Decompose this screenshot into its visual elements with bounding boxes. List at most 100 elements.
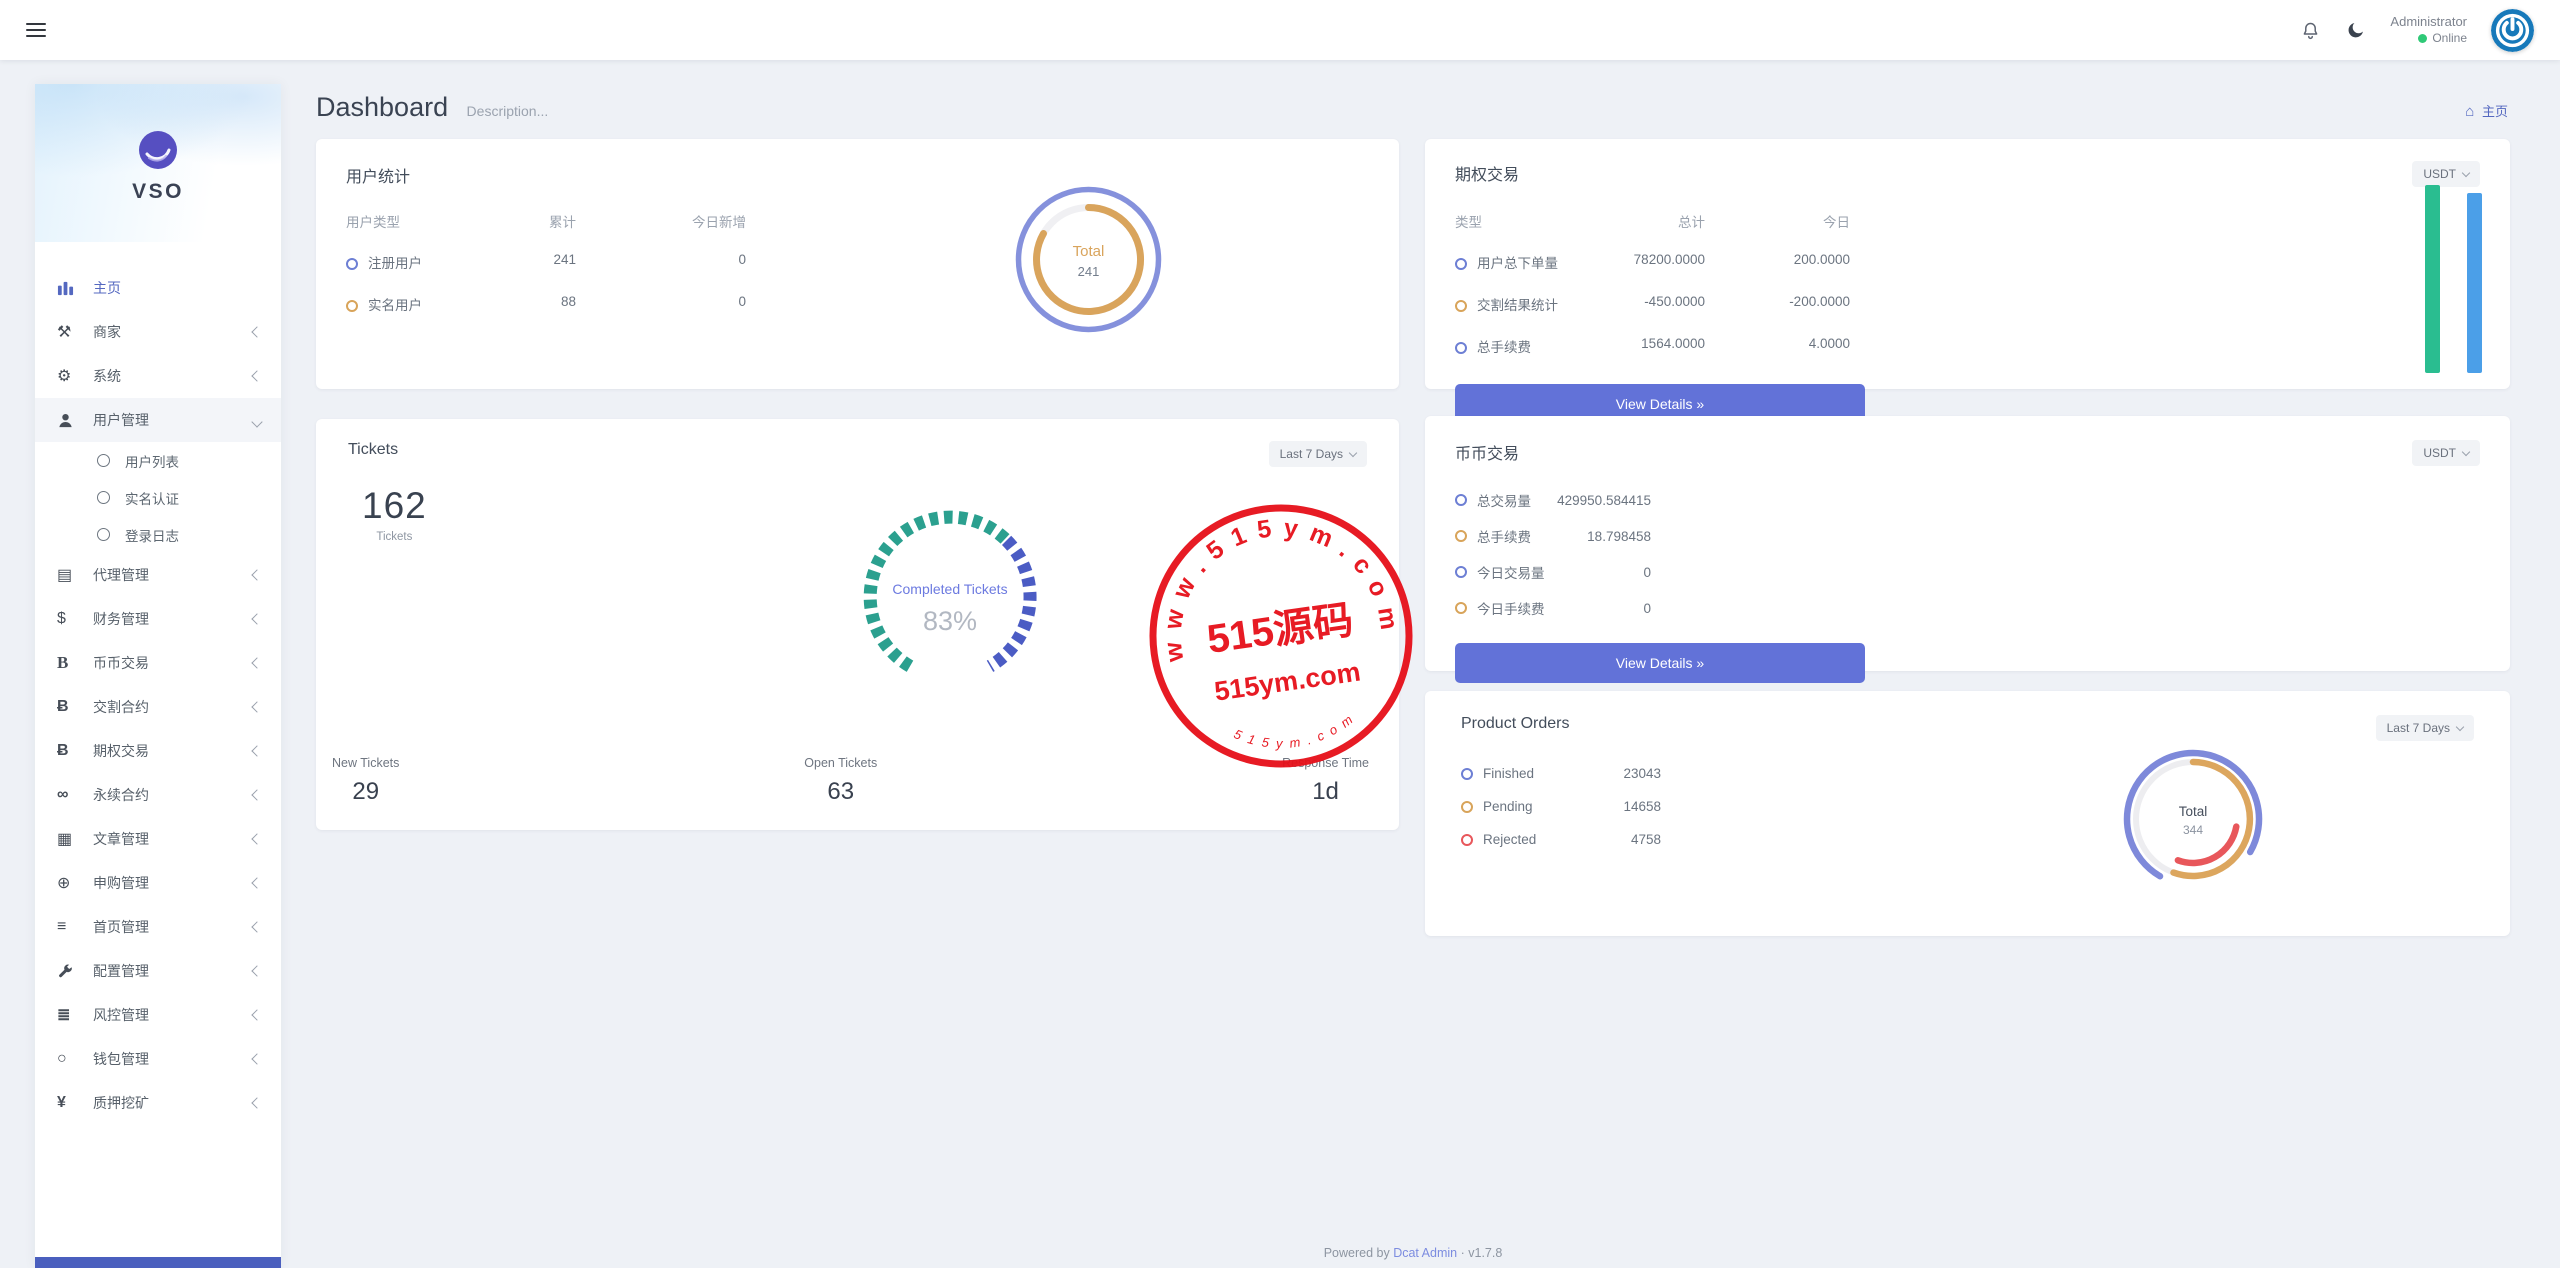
- chevron-left-icon: [251, 789, 263, 801]
- user-stats-table: 用户类型 累计 今日新增 注册用户 241 0 实名用户 88 0: [346, 201, 1369, 325]
- sidebar-item-finance-management[interactable]: $ 财务管理: [35, 597, 281, 641]
- table-cell: -200.0000: [1789, 294, 1850, 309]
- sidebar-item-perpetual-contract[interactable]: ∞ 永续合约: [35, 773, 281, 817]
- bar-blue: [2467, 193, 2482, 373]
- chevron-down-icon: [2461, 447, 2471, 456]
- svg-text:Total: Total: [1073, 243, 1105, 260]
- options-trading-card: 期权交易 USDT 类型 总计 今日 用户总下单量 78200.0000 200…: [1425, 139, 2510, 424]
- column-header: 用户类型: [346, 215, 400, 230]
- sidebar-item-options-trading[interactable]: Ƀ 期权交易: [35, 729, 281, 773]
- column-header: 今日新增: [692, 215, 746, 230]
- footer-separator: ·: [1460, 1246, 1465, 1260]
- chevron-left-icon: [251, 370, 263, 382]
- page-subtitle: Description...: [466, 103, 549, 119]
- ring-marker-blue: [1461, 767, 1473, 780]
- table-cell: 88: [560, 294, 576, 309]
- sidebar-item-config-management[interactable]: 配置管理: [35, 949, 281, 993]
- sidebar-item-subscription-management[interactable]: ⊕ 申购管理: [35, 861, 281, 905]
- chevron-down-icon: [251, 416, 263, 428]
- product-orders-rows: Finished 23043 Pending 14658 Rejected 4758: [1461, 757, 2474, 856]
- table-cell: 241: [553, 252, 576, 267]
- svg-text:83%: 83%: [923, 606, 977, 636]
- chart-bars-icon: [57, 280, 93, 297]
- sidebar-item-login-log[interactable]: 登录日志: [35, 516, 281, 553]
- footer: Powered by Dcat Admin · v1.7.8: [316, 1246, 2510, 1260]
- sidebar-item-coin-trading[interactable]: B 币币交易: [35, 641, 281, 685]
- wrench-icon: [57, 963, 93, 980]
- sidebar-item-system[interactable]: ⚙ 系统: [35, 354, 281, 398]
- tickets-total: 162 Tickets: [362, 485, 427, 543]
- sidebar-item-homepage-management[interactable]: ≡ 首页管理: [35, 905, 281, 949]
- sidebar-item-risk-management[interactable]: ≣ 风控管理: [35, 993, 281, 1037]
- table-row-label: 用户总下单量: [1455, 241, 1605, 283]
- currency-dropdown[interactable]: USDT: [2412, 161, 2480, 187]
- sidebar-item-user-list[interactable]: 用户列表: [35, 442, 281, 479]
- user-total-donut-chart: Total 241: [1015, 186, 1162, 333]
- user-stats-card: 用户统计 用户类型 累计 今日新增 注册用户 241 0 实名用户 88 0: [316, 139, 1399, 389]
- breadcrumb[interactable]: ⌂ 主页: [2465, 101, 2508, 120]
- sidebar-item-staking-mining[interactable]: ¥ 质押挖矿: [35, 1081, 281, 1125]
- sidebar-logo-area: VSO: [35, 84, 281, 242]
- sidebar-item-user-management[interactable]: 用户管理: [35, 398, 281, 442]
- chevron-left-icon: [251, 701, 263, 713]
- list-item: Pending 14658: [1461, 790, 1661, 823]
- yen-icon: ¥: [57, 1094, 66, 1111]
- chevron-left-icon: [251, 613, 263, 625]
- ring-marker-orange: [346, 300, 358, 312]
- logo-text: VSO: [132, 180, 184, 203]
- tickets-card: Tickets Last 7 Days 162 Tickets Complete…: [316, 419, 1399, 830]
- column-header: 类型: [1455, 215, 1482, 230]
- open-tickets-stat: Open Tickets 63: [804, 756, 878, 805]
- ring-marker-red: [1461, 833, 1473, 846]
- sidebar-item-wallet-management[interactable]: ○ 钱包管理: [35, 1037, 281, 1081]
- ring-marker-blue: [1455, 494, 1467, 506]
- content-header: Dashboard Description... ⌂ 主页: [316, 60, 2510, 123]
- sidebar-item-agent-management[interactable]: ▤ 代理管理: [35, 553, 281, 597]
- options-trading-table: 类型 总计 今日 用户总下单量 78200.0000 200.0000 交割结果…: [1455, 201, 2480, 367]
- card-title: 期权交易: [1455, 167, 1520, 184]
- bar-green: [2425, 185, 2440, 373]
- card-title: 币币交易: [1455, 446, 1520, 463]
- home-icon: ⌂: [2465, 103, 2475, 120]
- menu-toggle-icon[interactable]: [26, 19, 46, 41]
- sidebar-item-delivery-contract[interactable]: Ƀ 交割合约: [35, 685, 281, 729]
- date-range-dropdown[interactable]: Last 7 Days: [1268, 441, 1367, 467]
- tickets-stats-row: New Tickets 29 Open Tickets 63 Response …: [332, 756, 1369, 806]
- chevron-left-icon: [251, 877, 263, 889]
- circle-icon: [97, 454, 110, 467]
- view-details-button[interactable]: View Details »: [1455, 643, 1865, 683]
- chevron-left-icon: [251, 1053, 263, 1065]
- sidebar-item-merchant[interactable]: ⚒ 商家: [35, 310, 281, 354]
- currency-dropdown[interactable]: USDT: [2412, 440, 2480, 466]
- sidebar-item-article-management[interactable]: ▦ 文章管理: [35, 817, 281, 861]
- chevron-left-icon: [251, 965, 263, 977]
- date-range-dropdown[interactable]: Last 7 Days: [2375, 715, 2474, 741]
- new-tickets-stat: New Tickets 29: [332, 756, 400, 805]
- notification-bell-icon[interactable]: [2300, 20, 2321, 41]
- dcat-admin-link[interactable]: Dcat Admin: [1393, 1246, 1458, 1260]
- list-item: 总交易量 429950.584415: [1455, 482, 1651, 518]
- chevron-left-icon: [251, 745, 263, 757]
- sidebar-item-home[interactable]: 主页: [35, 266, 281, 310]
- merchant-icon: ⚒: [57, 324, 72, 341]
- response-time-stat: Response Time 1d: [1282, 756, 1369, 805]
- avatar[interactable]: [2491, 8, 2534, 52]
- topbar: Administrator Online: [0, 0, 2560, 60]
- svg-text:344: 344: [2183, 823, 2203, 837]
- table-row-label: 注册用户: [346, 241, 471, 283]
- user-menu[interactable]: Administrator Online: [2390, 14, 2467, 46]
- completed-tickets-gauge: Completed Tickets 83%: [863, 510, 1037, 672]
- table-row-label: 总手续费: [1455, 325, 1605, 367]
- circle-outline-icon: ○: [57, 1050, 67, 1067]
- svg-text:Total: Total: [2179, 804, 2208, 819]
- dark-mode-moon-icon[interactable]: [2345, 20, 2366, 41]
- bitcoin-icon: Ƀ: [57, 742, 69, 759]
- online-status-dot: [2418, 33, 2428, 43]
- table-cell: 200.0000: [1793, 252, 1850, 267]
- footer-version: v1.7.8: [1468, 1246, 1503, 1260]
- sidebar-item-kyc[interactable]: 实名认证: [35, 479, 281, 516]
- list-bars-icon: ≡: [57, 918, 67, 935]
- circle-icon: [97, 528, 110, 541]
- sidebar-menu: 主页 ⚒ 商家 ⚙ 系统 用户管理: [35, 242, 281, 1125]
- table-cell: 1564.0000: [1641, 336, 1705, 351]
